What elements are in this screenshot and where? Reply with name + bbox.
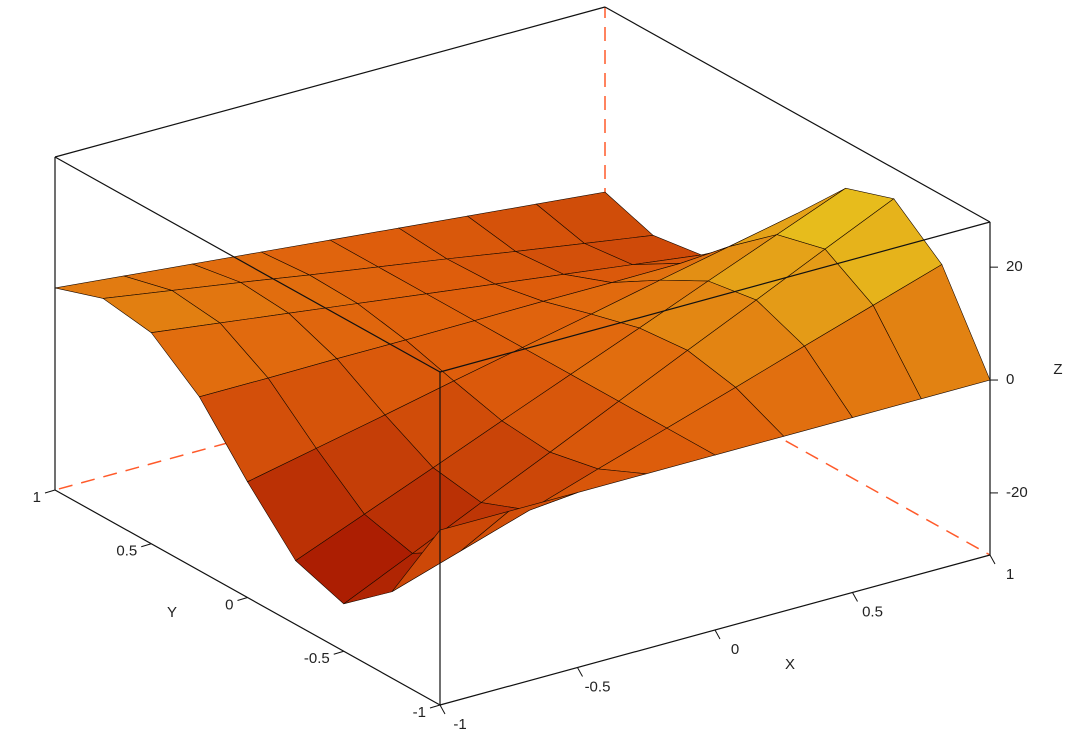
x-tick-label: 1	[1006, 566, 1014, 583]
y-tick	[333, 650, 344, 655]
y-axis-label: Y	[167, 604, 177, 621]
x-tick	[439, 704, 446, 715]
x-tick	[989, 554, 996, 565]
y-tick-label: -1	[413, 704, 426, 721]
x-tick	[577, 667, 583, 677]
surface-patch	[391, 510, 509, 593]
x-tick	[714, 629, 721, 640]
box-edge	[439, 221, 991, 373]
y-tick-label: 0	[225, 596, 233, 613]
x-tick	[852, 592, 858, 602]
y-tick	[141, 543, 152, 548]
y-tick-label: 1	[33, 489, 41, 506]
box-edge	[54, 156, 441, 373]
y-tick	[429, 704, 441, 709]
z-tick-label: 20	[1006, 258, 1023, 275]
x-tick-label: 0.5	[862, 603, 883, 620]
y-tick	[44, 489, 56, 494]
y-tick	[237, 597, 248, 601]
z-tick-label: -20	[1006, 484, 1028, 501]
surface	[54, 187, 991, 605]
y-tick-label: 0.5	[116, 543, 137, 560]
plot-layer: -1 -0.5 0 0.5 1 -1 -0.5 0 0.5 1 -20 0 20	[33, 6, 1028, 733]
box-edge	[604, 6, 991, 223]
z-axis-label: Z	[1053, 361, 1062, 378]
box-edge	[54, 6, 606, 158]
x-axis-label: X	[785, 656, 795, 673]
x-tick-label: -1	[453, 716, 466, 733]
y-tick-label: -0.5	[304, 650, 330, 667]
z-tick-label: 0	[1006, 371, 1014, 388]
x-tick-label: 0	[731, 641, 739, 658]
x-tick-label: -0.5	[585, 678, 611, 695]
